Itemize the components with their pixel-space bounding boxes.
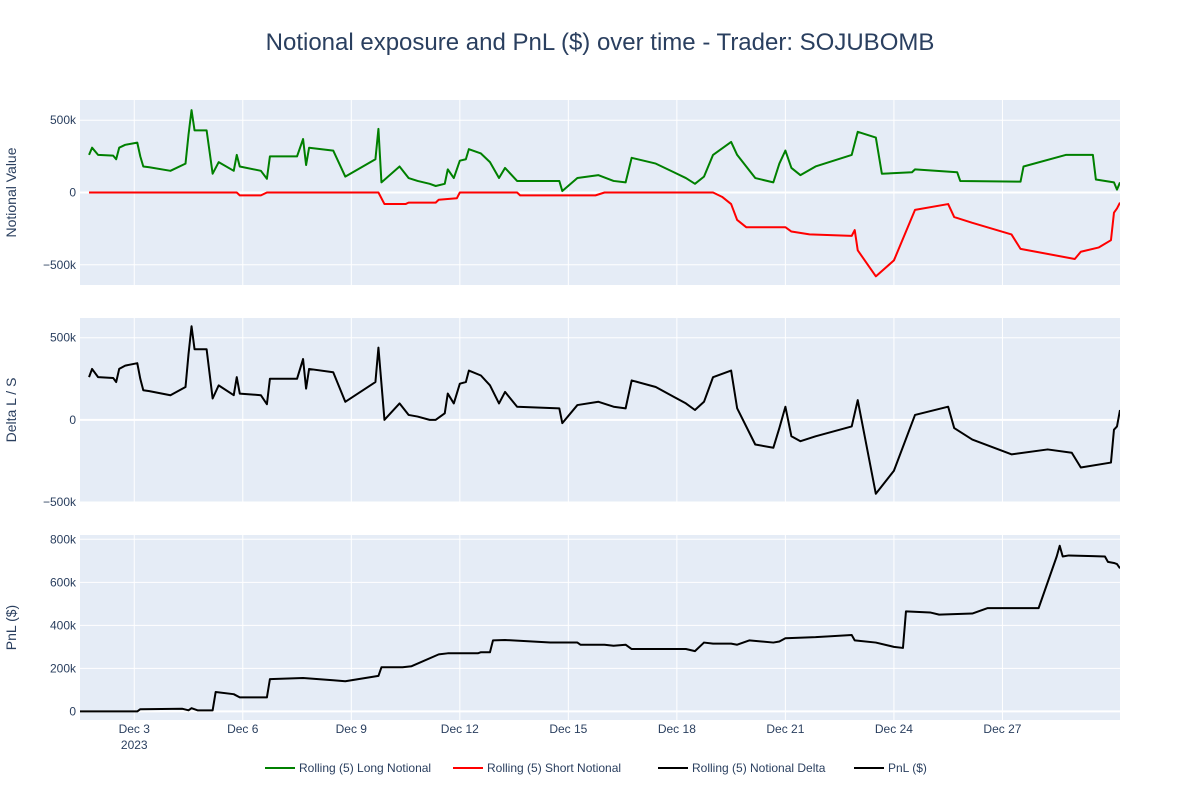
x-tick-label: Dec 12 — [441, 722, 479, 736]
legend-item[interactable]: PnL ($) — [854, 761, 927, 775]
x-tick-label: Dec 15 — [549, 722, 587, 736]
legend-label: Rolling (5) Notional Delta — [692, 761, 826, 775]
subplot-3: 0 200k 400k 600k 800k PnL ($) — [3, 532, 1120, 720]
y-axis-title: PnL ($) — [3, 605, 19, 650]
x-tick-label: Dec 9 — [336, 722, 368, 736]
subplot-panels: −500k 0 500k Notional Value −500k 0 500k Delta … — [3, 100, 1120, 720]
x-tick-label: Dec 18 — [658, 722, 696, 736]
legend[interactable]: Rolling (5) Long Notional Rolling (5) Sho… — [265, 761, 927, 775]
y-tick-label: −500k — [43, 258, 77, 272]
plot-background — [80, 535, 1120, 720]
x-year-label: 2023 — [121, 738, 148, 752]
series-line-rolling-5-long-notional[interactable] — [88, 109, 1120, 193]
y-tick-label: 600k — [50, 575, 77, 589]
y-tick-label: 0 — [69, 413, 76, 427]
plot-background — [80, 318, 1120, 502]
subplot-1: −500k 0 500k Notional Value — [3, 100, 1120, 285]
legend-item[interactable]: Rolling (5) Short Notional — [453, 761, 621, 775]
x-tick-label: Dec 27 — [983, 722, 1021, 736]
legend-label: Rolling (5) Long Notional — [299, 761, 431, 775]
y-tick-label: 400k — [50, 618, 77, 632]
y-tick-label: 200k — [50, 661, 77, 675]
legend-item[interactable]: Rolling (5) Long Notional — [265, 761, 431, 775]
subplot-2: −500k 0 500k Delta L / S — [3, 318, 1120, 509]
series-line-rolling-5-short-notional[interactable] — [89, 191, 1120, 278]
x-tick-label: Dec 6 — [227, 722, 259, 736]
y-tick-label: 800k — [50, 532, 77, 546]
y-axis-title: Delta L / S — [3, 378, 19, 443]
x-tick-label: Dec 24 — [875, 722, 913, 736]
x-tick-label: Dec 3 — [119, 722, 151, 736]
series-line-pnl[interactable] — [80, 544, 1120, 713]
x-axis: Dec 3 Dec 6 Dec 9 Dec 12 Dec 15 Dec 18 Dec 21 D… — [119, 722, 1022, 752]
y-tick-label: 0 — [69, 186, 76, 200]
x-tick-label: Dec 21 — [766, 722, 804, 736]
legend-item[interactable]: Rolling (5) Notional Delta — [658, 761, 826, 775]
legend-label: PnL ($) — [888, 761, 927, 775]
y-tick-label: 500k — [50, 113, 77, 127]
y-tick-label: 0 — [69, 704, 76, 718]
series-line-rolling-5-notional-delta[interactable] — [88, 325, 1120, 495]
y-tick-label: −500k — [43, 495, 77, 509]
legend-label: Rolling (5) Short Notional — [487, 761, 621, 775]
y-tick-label: 500k — [50, 331, 77, 345]
y-axis-title: Notional Value — [3, 147, 19, 237]
chart-title: Notional exposure and PnL ($) over time … — [266, 29, 935, 56]
